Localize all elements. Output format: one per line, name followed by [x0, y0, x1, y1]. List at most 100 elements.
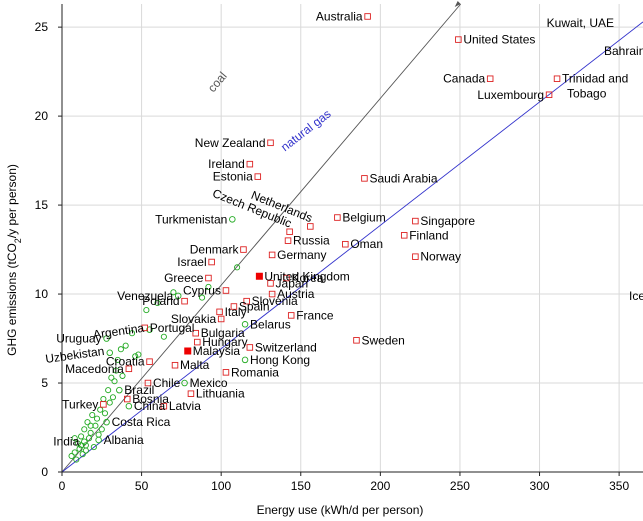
- data-point-unlabeled-30: [122, 342, 129, 349]
- y-tick-labels: 0 5 10 15 20 25: [35, 20, 62, 479]
- country-label-chile: Chile: [153, 376, 181, 390]
- x-tick-label-50: 50: [135, 479, 149, 493]
- country-label-israel: Israel: [177, 255, 206, 269]
- data-point-australia: [364, 13, 371, 20]
- data-point-denmark: [240, 246, 247, 253]
- country-label-australia: Australia: [316, 9, 363, 23]
- data-point-unlabeled-0: [68, 452, 75, 460]
- data-point-unlabeled-2: [73, 456, 80, 463]
- data-point-unlabeled-21: [105, 387, 112, 394]
- reference-line-coal: [61, 3, 462, 473]
- country-label-cyprus: Cyprus: [183, 283, 221, 297]
- country-label-united-states: United States: [463, 33, 535, 47]
- data-point-unlabeled-23: [108, 374, 115, 381]
- data-point-unlabeled-4: [76, 445, 83, 452]
- country-label-kuwait-uae: Kuwait, UAE: [547, 16, 614, 30]
- data-point-venezuela: [174, 292, 182, 300]
- y-tick-label-0: 0: [41, 465, 48, 479]
- x-tick-labels: 0 50 100 150 200 250 300 350: [59, 472, 629, 493]
- data-point-luxembourg: [545, 91, 553, 99]
- country-label-switzerland: Switzerland: [255, 340, 317, 354]
- data-points: [68, 13, 561, 463]
- country-label-belgium: Belgium: [342, 211, 385, 225]
- data-point-unlabeled-42: [78, 442, 85, 449]
- data-point-china: [125, 402, 133, 410]
- data-point-finland: [400, 232, 408, 239]
- data-point-unlabeled-34: [143, 307, 150, 314]
- data-point-israel: [208, 258, 215, 266]
- country-label-sweden: Sweden: [361, 333, 404, 347]
- data-point-united-states: [455, 36, 462, 43]
- country-label-poland: Poland: [142, 294, 179, 308]
- country-label-saudi-arabia: Saudi Arabia: [369, 171, 437, 185]
- country-label-macedonia: Macedonia: [65, 362, 124, 376]
- data-point-unlabeled-35: [154, 299, 161, 307]
- data-point-romania: [222, 369, 230, 376]
- data-point-united-kingdom: [255, 272, 263, 280]
- country-label-malta: Malta: [180, 358, 210, 372]
- data-point-bosnia: [124, 395, 131, 403]
- data-point-saudi-arabia: [361, 175, 368, 182]
- data-point-austria: [268, 290, 276, 298]
- data-point-japan: [267, 280, 274, 287]
- country-label-norway: Norway: [420, 250, 461, 264]
- country-label-venezuela: Venezuela: [117, 289, 173, 303]
- country-label-korea: Korea: [291, 271, 323, 285]
- data-point-poland: [181, 297, 188, 305]
- x-tick-label-150: 150: [291, 479, 311, 493]
- country-label-slovenia: Slovenia: [252, 294, 298, 308]
- y-tick-label-25: 25: [35, 20, 49, 34]
- data-point-belarus: [241, 321, 249, 328]
- data-point-lithuania: [187, 390, 195, 397]
- data-point-turkmenistan: [229, 216, 236, 223]
- country-label-trinidad-and-tobago-line-2: Tobago: [567, 87, 607, 101]
- data-point-germany: [268, 251, 276, 259]
- country-label-united-kingdom: United Kingdom: [264, 269, 349, 283]
- x-tick-label-350: 350: [609, 479, 629, 493]
- country-label-ireland: Ireland: [208, 157, 245, 171]
- data-point-unlabeled-9: [84, 419, 91, 426]
- data-point-estonia: [254, 173, 262, 180]
- x-tick-label-100: 100: [211, 479, 231, 493]
- country-label-greece: Greece: [164, 271, 204, 285]
- country-label-spain: Spain: [239, 300, 270, 314]
- country-label-finland: Finland: [409, 228, 448, 242]
- country-label-romania: Romania: [231, 365, 279, 379]
- country-label-iceland: Iceland: [629, 289, 643, 303]
- country-label-bosnia: Bosnia: [132, 392, 169, 406]
- data-point-portugal: [141, 324, 149, 332]
- data-point-unlabeled-39: [205, 283, 212, 290]
- country-label-mexico: Mexico: [190, 376, 228, 390]
- country-label-france: France: [296, 308, 334, 322]
- data-point-argentina: [146, 326, 153, 333]
- data-point-unlabeled-41: [71, 435, 78, 442]
- axes: [61, 4, 643, 473]
- data-point-unlabeled-13: [90, 444, 97, 451]
- data-point-unlabeled-40: [234, 264, 241, 271]
- country-label-turkmenistan: Turkmenistan: [155, 212, 227, 226]
- reference-line-arrowhead: [454, 1, 461, 7]
- data-point-unlabeled-18: [98, 426, 105, 433]
- country-label-canada: Canada: [443, 72, 485, 86]
- data-point-ireland: [246, 160, 254, 168]
- country-label-hungary: Hungary: [202, 335, 247, 349]
- data-point-unlabeled-44: [82, 447, 89, 454]
- data-point-chile: [144, 379, 152, 387]
- data-point-greece: [205, 274, 212, 282]
- data-point-unlabeled-16: [95, 431, 102, 438]
- data-point-netherlands: [307, 223, 314, 230]
- data-point-malaysia: [184, 347, 192, 355]
- data-point-unlabeled-43: [87, 422, 94, 429]
- country-label-belarus: Belarus: [250, 317, 291, 331]
- data-point-unlabeled-15: [93, 415, 101, 422]
- country-label-austria: Austria: [277, 287, 315, 301]
- data-point-unlabeled-36: [160, 333, 167, 340]
- x-tick-label-250: 250: [450, 479, 470, 493]
- country-label-oman: Oman: [350, 237, 383, 251]
- data-point-unlabeled-11: [87, 429, 94, 436]
- data-point-slovakia: [217, 315, 225, 323]
- data-point-russia: [284, 237, 292, 244]
- data-point-unlabeled-38: [199, 294, 206, 301]
- y-tick-label-10: 10: [35, 287, 49, 301]
- country-label-bahrain: Bahrain: [604, 44, 643, 58]
